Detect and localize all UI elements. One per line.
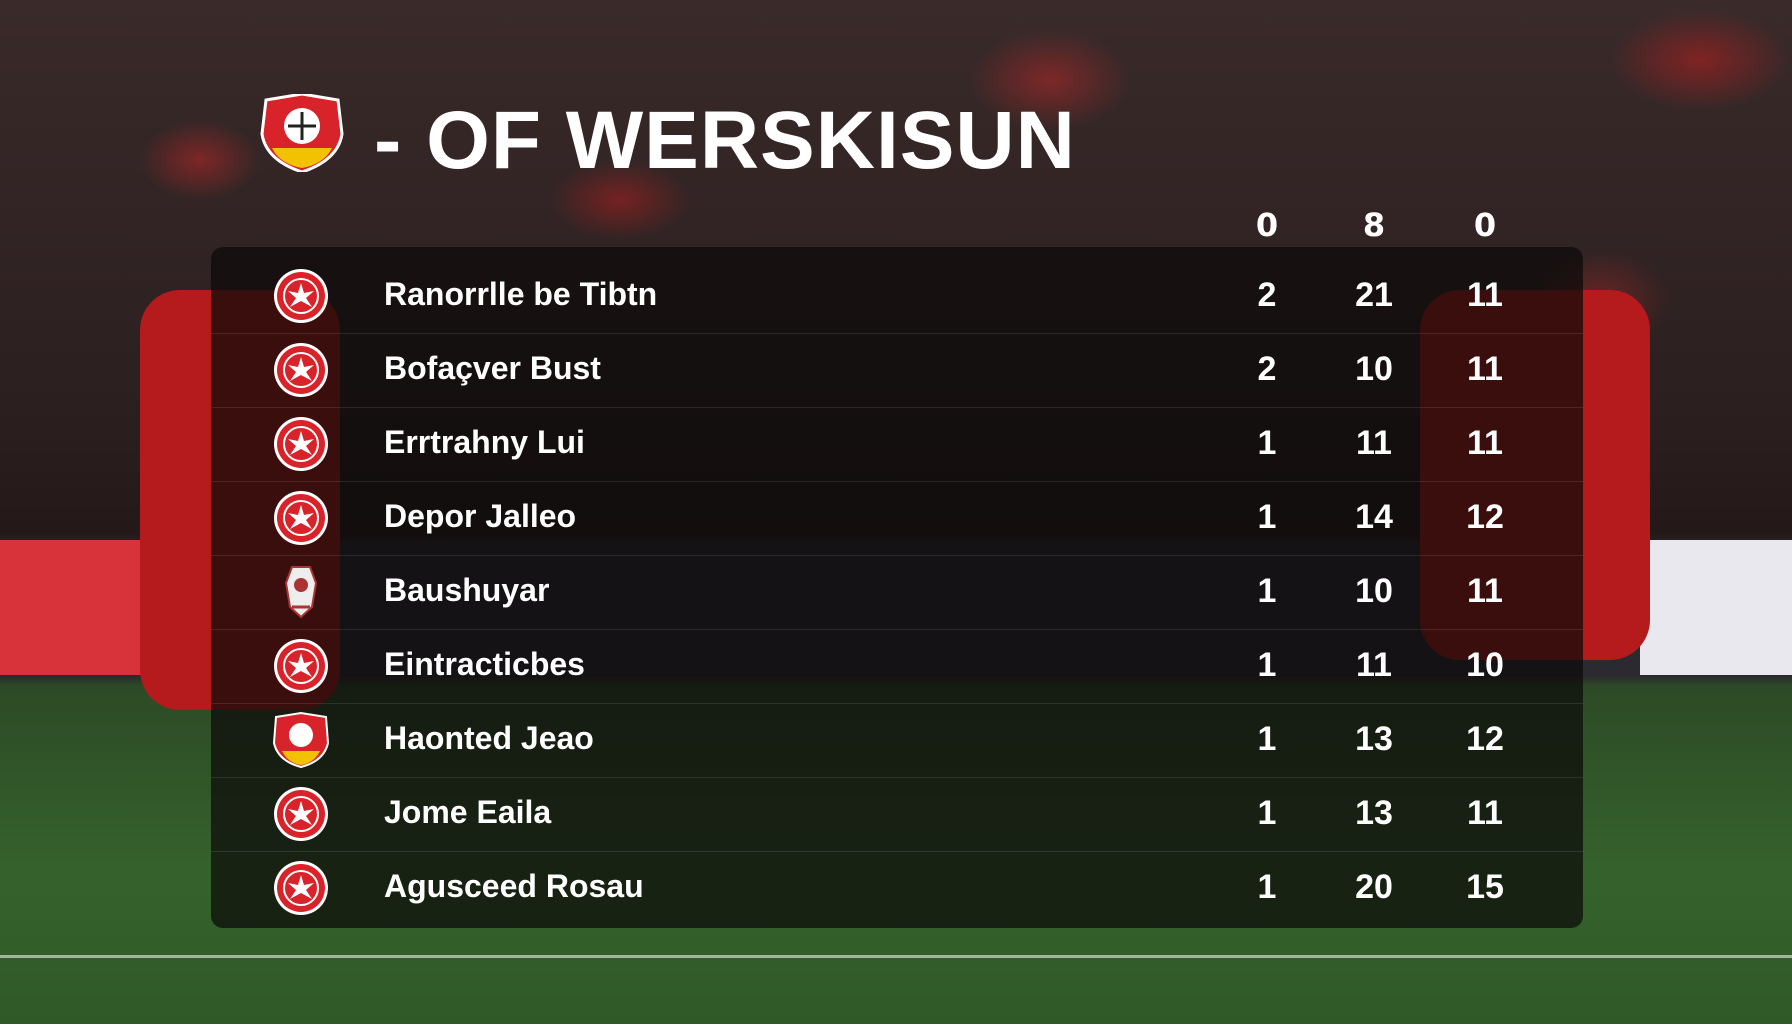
- stat-3: 11: [1467, 794, 1503, 832]
- team-name: Bofaçver Bust: [384, 350, 601, 386]
- team-name: Haonted Jeao: [384, 720, 594, 756]
- column-header-2: 8: [1362, 206, 1386, 244]
- stat-3: 11: [1467, 572, 1503, 610]
- table-row: Haonted Jeao 1 13 12: [211, 703, 1583, 778]
- team-name: Agusceed Rosau: [384, 868, 644, 904]
- table-row: Jome Eaila 1 13 11: [211, 777, 1583, 852]
- mascot-crest-icon: [272, 563, 330, 621]
- column-header-1: 0: [1255, 206, 1279, 244]
- eagle-crest-icon: [272, 637, 330, 695]
- stat-3: 11: [1467, 350, 1503, 388]
- pitch-line: [0, 955, 1792, 958]
- stat-2: 10: [1355, 350, 1393, 388]
- eagle-crest-icon: [272, 859, 330, 917]
- stat-3: 12: [1466, 498, 1504, 536]
- stat-3: 11: [1467, 424, 1503, 462]
- stat-1: 1: [1257, 424, 1277, 462]
- team-name: Depor Jalleo: [384, 498, 577, 534]
- team-name: Baushuyar: [384, 572, 550, 608]
- stat-3: 12: [1466, 720, 1504, 758]
- eagle-crest-icon: [272, 489, 330, 547]
- stat-2: 10: [1355, 572, 1393, 610]
- club-crest-icon: [260, 94, 344, 172]
- eagle-crest-icon: [272, 341, 330, 399]
- stat-1: 2: [1257, 276, 1277, 314]
- stat-2: 20: [1355, 868, 1393, 906]
- team-name: Errtrahny Lui: [384, 424, 585, 460]
- eagle-crest-icon: [272, 267, 330, 325]
- stat-1: 1: [1257, 868, 1277, 906]
- stat-1: 1: [1257, 794, 1277, 832]
- stat-2: 11: [1356, 424, 1392, 462]
- stat-1: 1: [1257, 720, 1277, 758]
- stat-3: 10: [1466, 646, 1504, 684]
- table-row: Baushuyar 1 10 11: [211, 555, 1583, 630]
- stat-2: 11: [1356, 646, 1392, 684]
- stat-2: 13: [1355, 720, 1393, 758]
- table-row: Bofaçver Bust 2 10 11: [211, 333, 1583, 408]
- eagle-crest-icon: [272, 415, 330, 473]
- table-row: Errtrahny Lui 1 11 11: [211, 407, 1583, 482]
- stat-1: 1: [1257, 572, 1277, 610]
- stat-1: 1: [1257, 498, 1277, 536]
- standings-table: Ranorrlle be Tibtn 2 21 11 Bofaçver Bust 2 10 1…: [211, 247, 1583, 928]
- team-name: Ranorrlle be Tibtn: [384, 276, 658, 312]
- stat-1: 1: [1257, 646, 1277, 684]
- table-row: Eintracticbes 1 11 10: [211, 629, 1583, 704]
- team-name: Jome Eaila: [384, 794, 552, 830]
- table-row: Agusceed Rosau 1 20 15: [211, 851, 1583, 925]
- team-name: Eintracticbes: [384, 646, 585, 682]
- stat-2: 14: [1355, 498, 1393, 536]
- stat-3: 15: [1466, 868, 1504, 906]
- eagle-crest-icon: [272, 785, 330, 843]
- column-header-3: 0: [1473, 206, 1497, 244]
- page-title: - OF WERSKISUN: [374, 95, 1076, 186]
- stat-3: 11: [1467, 276, 1503, 314]
- club-crest-icon: [272, 711, 330, 769]
- stat-2: 21: [1355, 276, 1393, 314]
- stat-1: 2: [1257, 350, 1277, 388]
- table-row: Depor Jalleo 1 14 12: [211, 481, 1583, 556]
- stat-2: 13: [1355, 794, 1393, 832]
- table-row: Ranorrlle be Tibtn 2 21 11: [211, 259, 1583, 334]
